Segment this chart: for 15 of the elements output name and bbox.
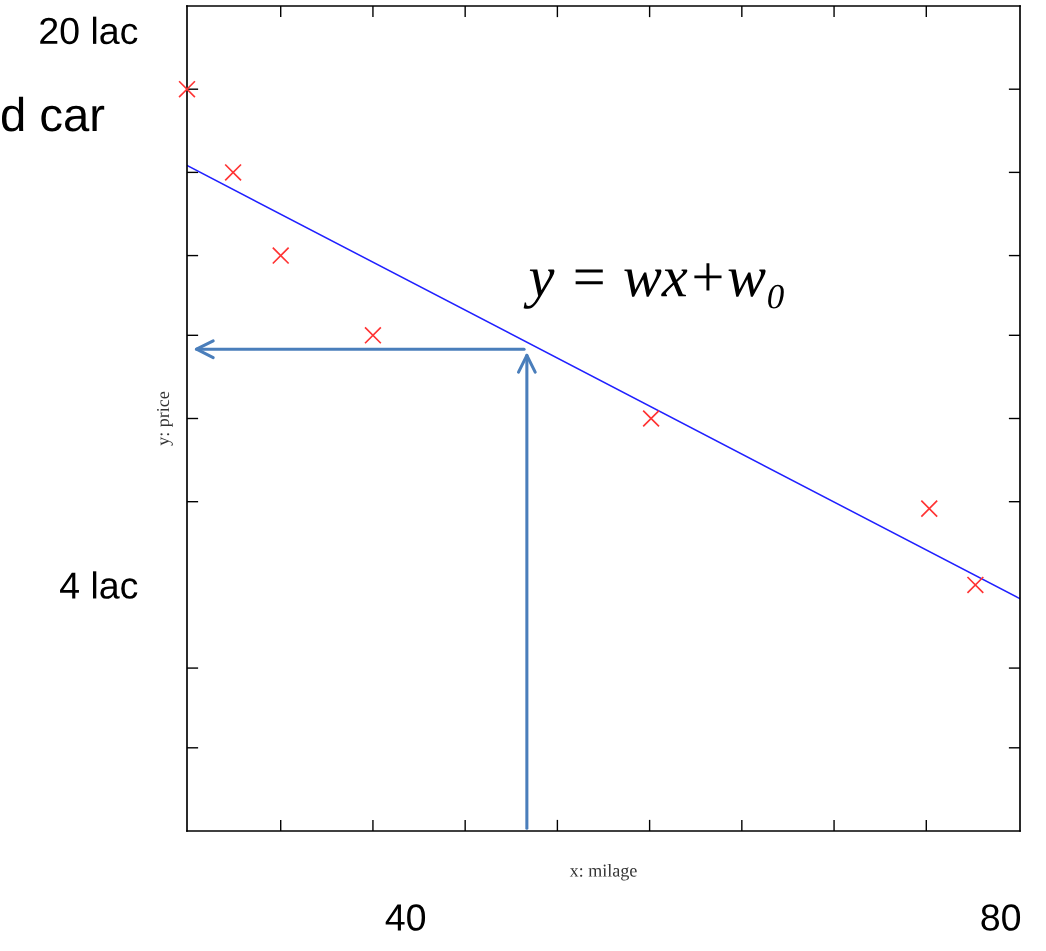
point bbox=[271, 246, 290, 265]
point bbox=[364, 326, 382, 345]
y-tick-label: 4 lac bbox=[60, 571, 138, 599]
point bbox=[920, 499, 939, 518]
x-axis-title: x: milage bbox=[569, 864, 637, 881]
x-tick-label: 80 bbox=[981, 904, 1021, 931]
y-axis-title: y: price bbox=[156, 391, 173, 446]
point bbox=[224, 163, 242, 182]
annotation: y = wx+w₀ bbox=[523, 263, 784, 309]
point bbox=[178, 80, 196, 98]
text: d car bbox=[1, 96, 105, 132]
point bbox=[642, 409, 660, 428]
x-tick-label: 40 bbox=[385, 904, 426, 931]
point bbox=[966, 576, 985, 594]
y-tick-label: 20 lac bbox=[40, 16, 138, 45]
